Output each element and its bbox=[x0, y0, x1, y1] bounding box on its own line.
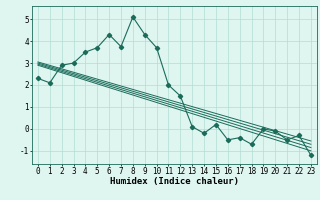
X-axis label: Humidex (Indice chaleur): Humidex (Indice chaleur) bbox=[110, 177, 239, 186]
